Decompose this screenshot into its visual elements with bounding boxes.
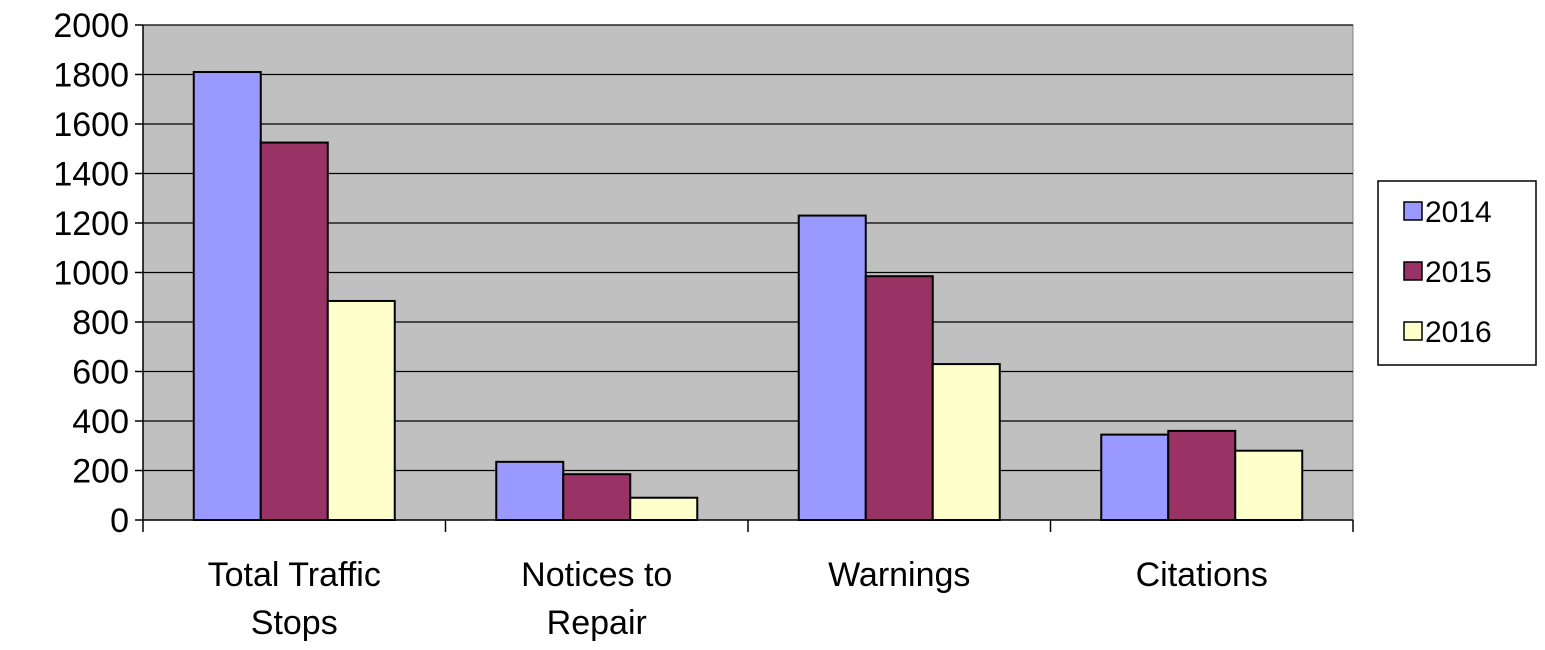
y-tick-label: 1200 [53, 205, 129, 243]
y-tick-labels: 0 200 400 600 800 1000 1200 1400 1600 1800 2000 [53, 7, 129, 540]
y-tick-label: 1400 [53, 156, 129, 194]
legend-label-2015: 2015 [1425, 256, 1492, 289]
x-category-label: Citations [1136, 556, 1268, 594]
bar-2015-1 [562, 473, 632, 521]
bar-2014-3 [1100, 433, 1170, 521]
x-category-label: Total Traffic Stops [208, 556, 381, 642]
y-tick-label: 600 [72, 354, 129, 392]
bar-2016-3 [1234, 449, 1304, 522]
y-tick-label: 400 [72, 403, 129, 441]
y-tick-label: 2000 [53, 7, 129, 45]
y-tick-label: 0 [110, 502, 129, 540]
bar-2015-3 [1167, 429, 1237, 521]
bar-2015-2 [864, 275, 934, 521]
legend-swatch-2015 [1403, 261, 1423, 281]
legend-label-2016: 2016 [1425, 316, 1492, 349]
y-tick-label: 1000 [53, 255, 129, 293]
legend-swatch-2014 [1403, 201, 1423, 221]
x-category-label: Warnings [828, 556, 970, 594]
legend-label-2014: 2014 [1425, 196, 1492, 229]
y-tick-label: 1800 [53, 57, 129, 95]
bar-2016-2 [931, 363, 1001, 522]
y-tick-label: 800 [72, 304, 129, 342]
x-category-labels: Total Traffic Stops Notices to Repair Warnin… [208, 556, 1268, 642]
bar-2015-0 [259, 141, 329, 521]
axes [135, 24, 1354, 532]
y-tick-label: 1600 [53, 106, 129, 144]
bar-2016-0 [326, 299, 396, 521]
y-tick-label: 200 [72, 453, 129, 491]
bar-2014-2 [797, 214, 867, 521]
x-category-label: Notices to Repair [521, 556, 672, 642]
bar-2016-1 [629, 496, 699, 522]
bar-2014-1 [495, 460, 565, 521]
legend: 2014 2015 2016 [1377, 180, 1537, 366]
bar-2014-0 [192, 71, 262, 522]
legend-swatch-2016 [1403, 321, 1423, 341]
